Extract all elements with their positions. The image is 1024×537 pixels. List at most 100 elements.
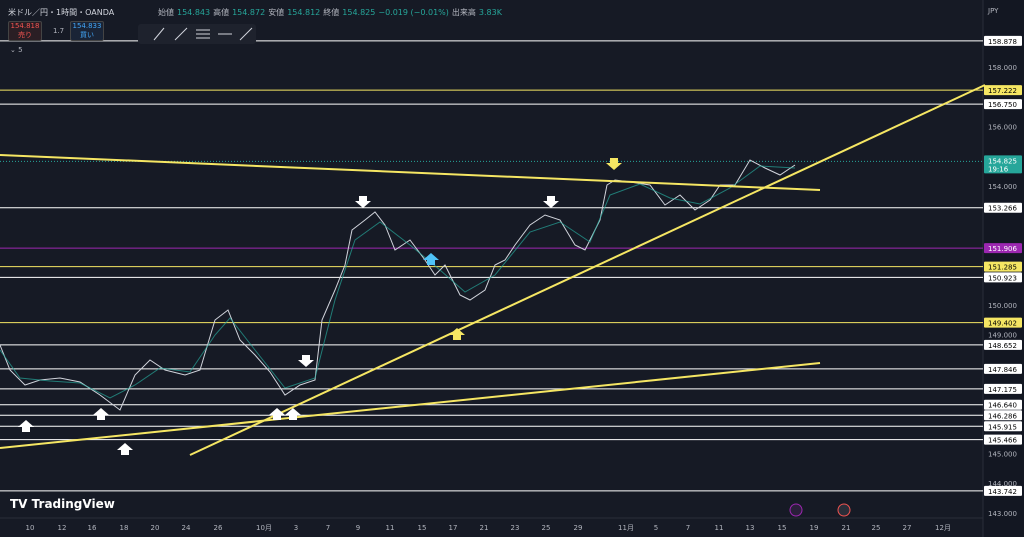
price-label: 147.846 bbox=[988, 366, 1017, 374]
trendline bbox=[0, 154, 821, 191]
time-label: 21 bbox=[842, 524, 851, 532]
ohlc-label: 高値 bbox=[213, 8, 230, 17]
time-label: 24 bbox=[182, 524, 191, 532]
price-label: 145.000 bbox=[988, 450, 1017, 458]
price-label: 158.000 bbox=[988, 64, 1017, 72]
sell-price: 154.818 bbox=[10, 22, 40, 30]
price-label: 153.266 bbox=[988, 205, 1017, 213]
time-label: 16 bbox=[88, 524, 97, 532]
price-label: 145.466 bbox=[988, 437, 1017, 445]
event-icon[interactable] bbox=[789, 503, 803, 517]
price-label: 150.923 bbox=[988, 274, 1017, 282]
count: 5 bbox=[18, 46, 23, 54]
buy-button[interactable]: 154.833 買い bbox=[70, 21, 104, 41]
price-tag bbox=[984, 485, 1022, 496]
ohlc-value: 154.843 bbox=[177, 8, 211, 17]
price-label: 156.750 bbox=[988, 101, 1017, 109]
price-tag bbox=[984, 272, 1022, 283]
time-label: 13 bbox=[746, 524, 755, 532]
price-label: 145.915 bbox=[988, 423, 1017, 431]
time-label: 12 bbox=[58, 524, 67, 532]
currency[interactable]: JPY bbox=[988, 7, 999, 15]
time-label: 23 bbox=[511, 524, 520, 532]
ohlc-value: 154.872 bbox=[232, 8, 266, 17]
price-tag bbox=[984, 85, 1022, 96]
time-label: 19 bbox=[810, 524, 819, 532]
price-label: 146.286 bbox=[988, 412, 1017, 420]
arrow bbox=[606, 158, 622, 170]
moving-average bbox=[0, 165, 796, 399]
time-label: 26 bbox=[214, 524, 223, 532]
drawing-tools[interactable] bbox=[153, 27, 253, 41]
time-label: 20 bbox=[151, 524, 160, 532]
countdown: 19:16 bbox=[988, 165, 1009, 173]
ohlc: 始値 154.843 高値 154.872 安値 154.812 終値 154.825 −0.0… bbox=[158, 7, 505, 18]
arrows bbox=[18, 196, 559, 455]
price-label: 157.222 bbox=[988, 87, 1017, 95]
ohlc-value: 154.812 bbox=[287, 8, 321, 17]
ohlc-label: 終値 bbox=[323, 8, 340, 17]
time-label: 25 bbox=[542, 524, 551, 532]
time-label: 10月 bbox=[256, 524, 272, 532]
price-tag bbox=[984, 99, 1022, 110]
time-label: 11 bbox=[386, 524, 395, 532]
price-tag bbox=[984, 243, 1022, 254]
price-tag bbox=[984, 261, 1022, 272]
current-price: 154.825 bbox=[988, 157, 1017, 165]
time-label: 29 bbox=[574, 524, 583, 532]
price-label: 143.742 bbox=[988, 488, 1017, 496]
spread: 1.7 bbox=[53, 27, 65, 35]
price-tag bbox=[984, 399, 1022, 410]
ohlc-label: 始値 bbox=[158, 8, 174, 17]
price-tag bbox=[984, 421, 1022, 432]
price-tag bbox=[984, 35, 1022, 46]
price-tag bbox=[984, 339, 1022, 350]
time-label: 9 bbox=[356, 524, 360, 532]
price-label: 147.175 bbox=[988, 386, 1017, 394]
price-tag bbox=[984, 383, 1022, 394]
time-label: 5 bbox=[654, 524, 658, 532]
price-label: 149.402 bbox=[988, 320, 1017, 328]
time-label: 7 bbox=[686, 524, 690, 532]
price-label: 156.000 bbox=[988, 123, 1017, 131]
ohlc-value: 154.825 bbox=[342, 8, 376, 17]
price-label: 143.000 bbox=[988, 510, 1017, 518]
arrow bbox=[423, 253, 439, 265]
time-label: 21 bbox=[480, 524, 489, 532]
buy-label: 買い bbox=[80, 31, 94, 39]
time-label: 12月 bbox=[935, 524, 951, 532]
event-icon[interactable] bbox=[837, 503, 851, 517]
time-label: 17 bbox=[449, 524, 458, 532]
time-label: 18 bbox=[120, 524, 129, 532]
buy-price: 154.833 bbox=[72, 22, 102, 30]
sell-label: 売り bbox=[18, 31, 32, 39]
arrow bbox=[449, 328, 465, 340]
time-label: 11月 bbox=[618, 524, 634, 532]
time-label: 27 bbox=[903, 524, 912, 532]
time-label: 15 bbox=[778, 524, 787, 532]
price-tag bbox=[984, 202, 1022, 213]
price-label: 151.285 bbox=[988, 264, 1017, 272]
time-label: 25 bbox=[872, 524, 881, 532]
price-label: 146.640 bbox=[988, 402, 1017, 410]
sell-button[interactable]: 154.818 売り bbox=[8, 21, 42, 41]
price-tag bbox=[984, 410, 1022, 421]
indicator-count[interactable]: ⌄ 5 bbox=[10, 46, 23, 54]
price-label: 158.878 bbox=[988, 38, 1017, 46]
symbol[interactable]: 米ドル／円・1時間・OANDA bbox=[8, 8, 115, 17]
trendline bbox=[189, 84, 986, 456]
brand: 𝗧𝗩 TradingView bbox=[10, 497, 115, 511]
price-label: 149.000 bbox=[988, 332, 1017, 340]
price-tag bbox=[984, 317, 1022, 328]
price-label: 154.000 bbox=[988, 183, 1017, 191]
trendline bbox=[0, 362, 821, 449]
price-label: 151.906 bbox=[988, 245, 1017, 253]
time-label: 3 bbox=[294, 524, 298, 532]
price-label: 144.000 bbox=[988, 480, 1017, 488]
brand-text: TradingView bbox=[31, 497, 115, 511]
time-label: 10 bbox=[26, 524, 35, 532]
volume: 3.83K bbox=[478, 8, 502, 17]
price-tag bbox=[984, 363, 1022, 374]
